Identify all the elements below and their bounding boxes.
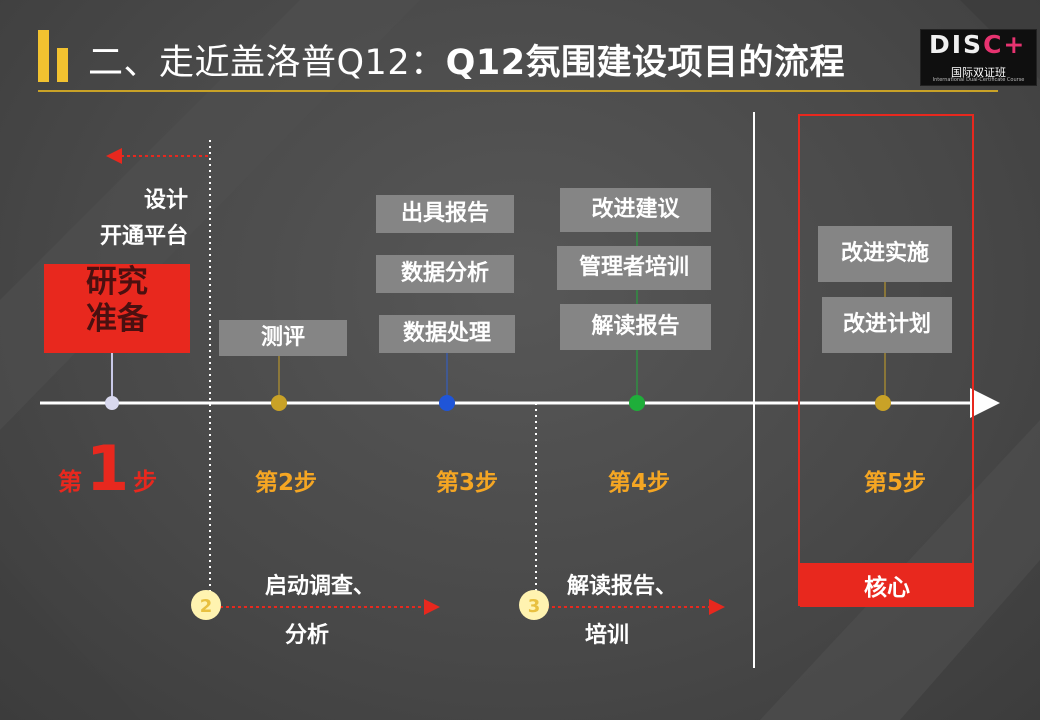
title-accent-bar	[38, 30, 49, 82]
logo-en-text: International Dual-Certificate Course	[932, 77, 1025, 83]
step1-label: 第1 步	[58, 432, 158, 505]
title-accent-bar-short	[57, 48, 68, 82]
note2-line1: 启动调查、	[265, 574, 376, 599]
step3-label: 第3步	[436, 470, 499, 496]
marker-step2	[271, 395, 287, 411]
step2-label: 第2步	[255, 470, 318, 496]
box-improvement-plan: 改进计划	[822, 297, 952, 353]
circle-3	[519, 590, 549, 620]
circle-2-label: 2	[200, 596, 213, 617]
title-prefix: 二、走近盖洛普Q12：	[88, 43, 446, 83]
box-improvement-advice: 改进建议	[560, 188, 711, 232]
box-data-analysis: 数据分析	[376, 255, 514, 293]
disc-logo: DISC+ 国际双证班 International Dual-Certifica…	[920, 29, 1037, 86]
marker-step1	[105, 396, 119, 410]
core-label: 核心	[800, 563, 974, 607]
design-label: 设计 开通平台	[99, 188, 188, 249]
step5-label: 第5步	[864, 470, 927, 496]
box-issue-report: 出具报告	[376, 195, 514, 233]
logo-cn-text: 国际双证班	[951, 66, 1006, 79]
step4-label: 第4步	[608, 470, 671, 496]
title-underline	[38, 90, 998, 92]
note3-line2: 培训	[585, 623, 630, 648]
box-evaluation: 测评	[219, 320, 347, 356]
core-frame	[798, 114, 974, 606]
box-manager-training: 管理者培训	[557, 246, 711, 290]
note3-line1: 解读报告、	[567, 574, 678, 599]
slide-title: 二、走近盖洛普Q12：Q12氛围建设项目的流程	[88, 34, 845, 85]
marker-step4	[629, 395, 645, 411]
box-implement-improvement: 改进实施	[818, 226, 952, 282]
box-interpret-report: 解读报告	[560, 304, 711, 350]
marker-step5	[875, 395, 891, 411]
marker-step3	[439, 395, 455, 411]
circle-3-label: 3	[528, 596, 541, 617]
note2-line2: 分析	[285, 623, 330, 648]
logo-wordmark: DISC+	[929, 30, 1027, 59]
box-data-processing: 数据处理	[379, 315, 515, 353]
research-box: 研究 准备	[44, 264, 190, 353]
circle-2	[191, 590, 221, 620]
title-bold: Q12氛围建设项目的流程	[445, 43, 846, 83]
